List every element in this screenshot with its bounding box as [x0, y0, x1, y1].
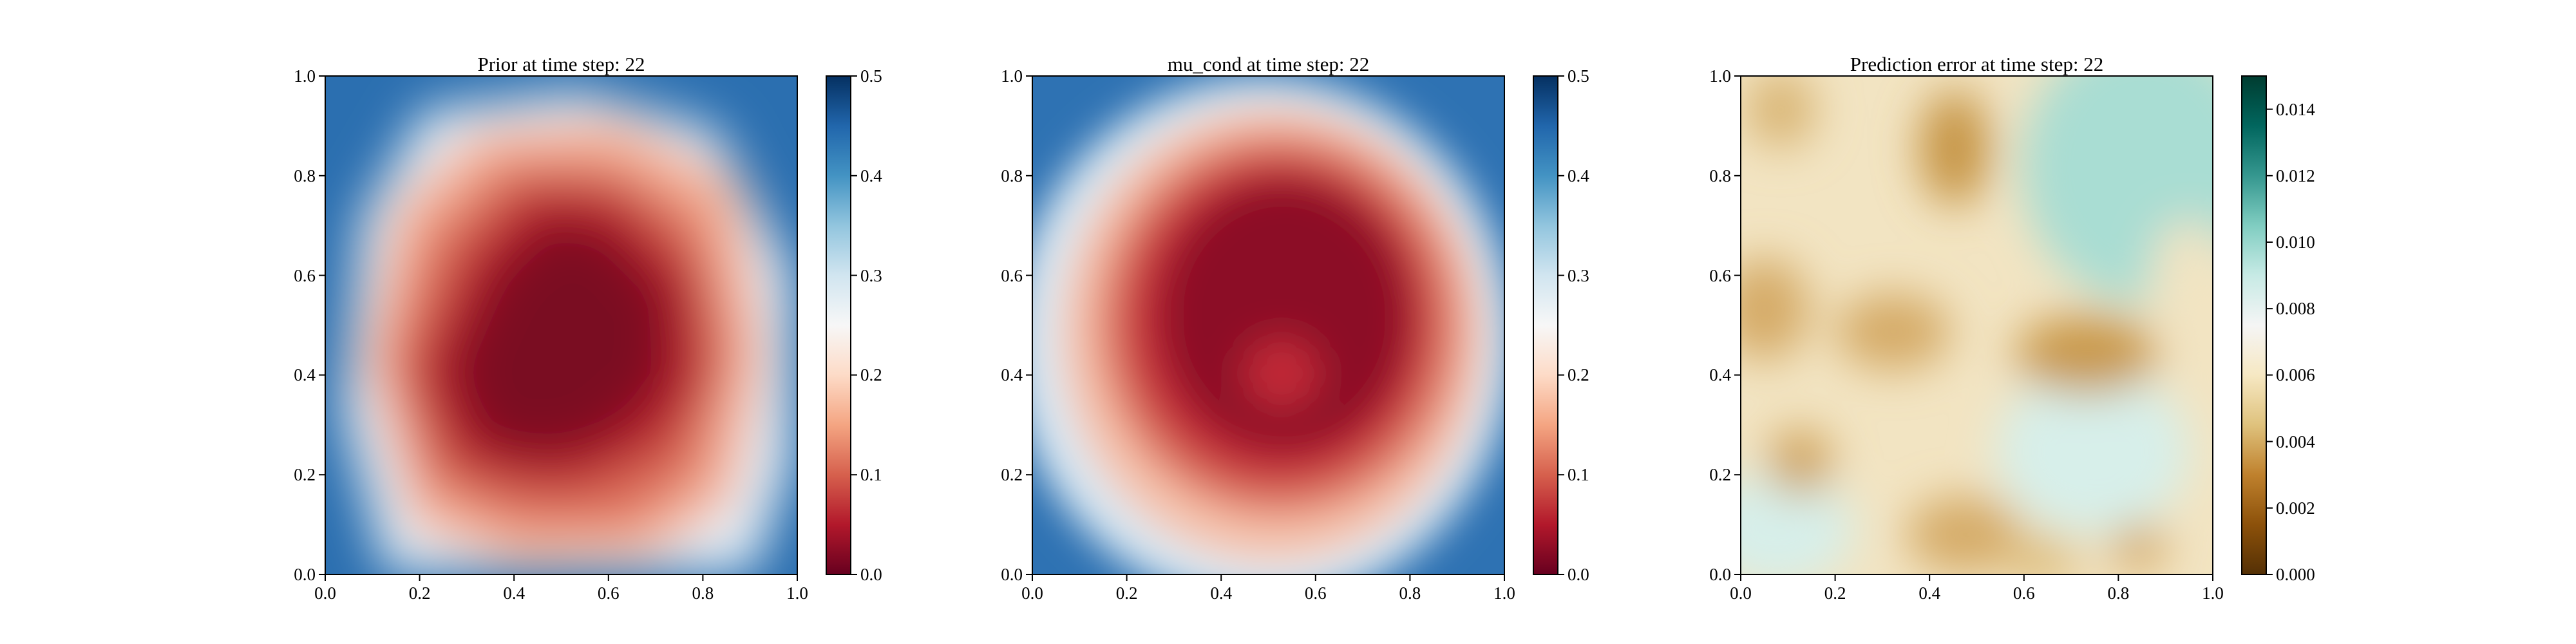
mu-cond-y-tick-label: 0.8: [1001, 166, 1023, 185]
mu-cond-colorbar-tick-label: 0.1: [1567, 465, 1589, 484]
mu-cond-y-ticks: 0.0 0.2 0.4 0.6 0.8 1.0: [1001, 66, 1032, 584]
mu-cond-y-tick-label: 0.2: [1001, 465, 1023, 484]
prior-x-tick-label: 0.8: [692, 583, 714, 603]
prediction-error-title: Prediction error at time step: 22: [1850, 53, 2103, 75]
prediction-error-heatmap-panel: Prediction error at time step: 22: [1700, 32, 2315, 603]
prior-y-ticks: 0.0 0.2 0.4 0.6 0.8 1.0: [294, 66, 325, 584]
prior-x-tick-label: 0.0: [314, 583, 336, 603]
prior-x-tick-label: 0.2: [409, 583, 431, 603]
mu-cond-y-tick-label: 0.0: [1001, 565, 1023, 584]
prior-x-tick-label: 1.0: [786, 583, 808, 603]
prior-x-tick-label: 0.6: [598, 583, 620, 603]
prediction-error-y-tick-label: 0.8: [1709, 166, 1731, 185]
prediction-error-colorbar-tick-label: 0.014: [2276, 100, 2315, 119]
mu-cond-x-tick-label: 0.4: [1210, 583, 1232, 603]
prediction-error-colorbar-tick-label: 0.010: [2276, 232, 2315, 252]
prior-title: Prior at time step: 22: [477, 53, 645, 75]
prior-y-tick-label: 1.0: [294, 66, 316, 86]
prior-y-tick-label: 0.0: [294, 565, 316, 584]
prediction-error-x-tick-label: 0.6: [2013, 583, 2035, 603]
prediction-error-y-ticks: 0.0 0.2 0.4 0.6 0.8 1.0: [1709, 66, 1741, 584]
prior-heatmap-field: [325, 76, 797, 574]
mu-cond-colorbar-tick-label: 0.2: [1567, 365, 1589, 384]
prior-colorbar-tick-label: 0.1: [860, 465, 882, 484]
prediction-error-colorbar-tick-label: 0.000: [2276, 565, 2315, 584]
prior-colorbar-tick-label: 0.4: [860, 166, 882, 185]
prediction-error-y-tick-label: 0.0: [1709, 565, 1731, 584]
prediction-error-x-tick-label: 0.8: [2108, 583, 2130, 603]
mu-cond-y-tick-label: 0.4: [1001, 365, 1023, 384]
mu-cond-y-tick-label: 1.0: [1001, 66, 1023, 86]
prior-colorbar-tick-label: 0.0: [860, 565, 882, 584]
mu-cond-colorbar-tick-label: 0.4: [1567, 166, 1589, 185]
mu-cond-x-tick-label: 0.2: [1116, 583, 1138, 603]
prior-y-tick-label: 0.8: [294, 166, 316, 185]
prediction-error-colorbar-tick-label: 0.008: [2276, 299, 2315, 318]
prior-y-tick-label: 0.6: [294, 266, 316, 285]
prior-x-tick-label: 0.4: [503, 583, 525, 603]
prior-heatmap-panel: Prior at time step: 22 0.0 0.2 0.4 0.6 0…: [294, 53, 882, 603]
prior-x-ticks: 0.0 0.2 0.4 0.6 0.8 1.0: [314, 574, 808, 603]
prior-y-tick-label: 0.4: [294, 365, 316, 384]
mu-cond-colorbar-tick-label: 0.5: [1567, 66, 1589, 86]
prediction-error-x-tick-label: 0.2: [1824, 583, 1846, 603]
prediction-error-heatmap-field: [1700, 32, 2267, 586]
mu-cond-colorbar: 0.0 0.1 0.2 0.3 0.4 0.5: [1533, 66, 1589, 584]
prediction-error-colorbar: 0.000 0.002 0.004 0.006 0.008 0.010 0.01…: [2242, 76, 2315, 584]
prior-colorbar-tick-label: 0.5: [860, 66, 882, 86]
mu-cond-colorbar-tick-label: 0.0: [1567, 565, 1589, 584]
prediction-error-colorbar-tick-label: 0.012: [2276, 166, 2315, 185]
prediction-error-x-tick-label: 1.0: [2202, 583, 2224, 603]
prediction-error-y-tick-label: 0.6: [1709, 266, 1731, 285]
prior-colorbar-gradient: [826, 76, 851, 574]
prior-colorbar-tick-label: 0.3: [860, 266, 882, 285]
prediction-error-colorbar-tick-label: 0.002: [2276, 498, 2315, 518]
mu-cond-title: mu_cond at time step: 22: [1168, 53, 1369, 75]
mu-cond-x-tick-label: 0.6: [1305, 583, 1327, 603]
mu-cond-y-tick-label: 0.6: [1001, 266, 1023, 285]
mu-cond-heatmap-field: [1011, 76, 1513, 605]
prediction-error-x-tick-label: 0.0: [1730, 583, 1752, 603]
prediction-error-y-tick-label: 0.4: [1709, 365, 1731, 384]
mu-cond-x-tick-label: 0.0: [1021, 583, 1043, 603]
prior-colorbar-tick-label: 0.2: [860, 365, 882, 384]
mu-cond-x-ticks: 0.0 0.2 0.4 0.6 0.8 1.0: [1021, 574, 1515, 603]
mu-cond-x-tick-label: 1.0: [1493, 583, 1515, 603]
prior-y-tick-label: 0.2: [294, 465, 316, 484]
mu-cond-heatmap-panel: mu_cond at time step: 22 0.0 0.2 0.4 0.: [1001, 53, 1589, 605]
mu-cond-x-tick-label: 0.8: [1399, 583, 1421, 603]
prior-colorbar: 0.0 0.1 0.2 0.3 0.4 0.5: [826, 66, 882, 584]
mu-cond-colorbar-gradient: [1533, 76, 1558, 574]
prediction-error-x-tick-label: 0.4: [1918, 583, 1940, 603]
prediction-error-colorbar-gradient: [2242, 76, 2266, 574]
prediction-error-colorbar-tick-label: 0.004: [2276, 432, 2315, 451]
prediction-error-x-ticks: 0.0 0.2 0.4 0.6 0.8 1.0: [1730, 574, 2224, 603]
prediction-error-y-tick-label: 1.0: [1709, 66, 1731, 86]
prediction-error-colorbar-tick-label: 0.006: [2276, 365, 2315, 384]
mu-cond-colorbar-tick-label: 0.3: [1567, 266, 1589, 285]
prediction-error-y-tick-label: 0.2: [1709, 465, 1731, 484]
